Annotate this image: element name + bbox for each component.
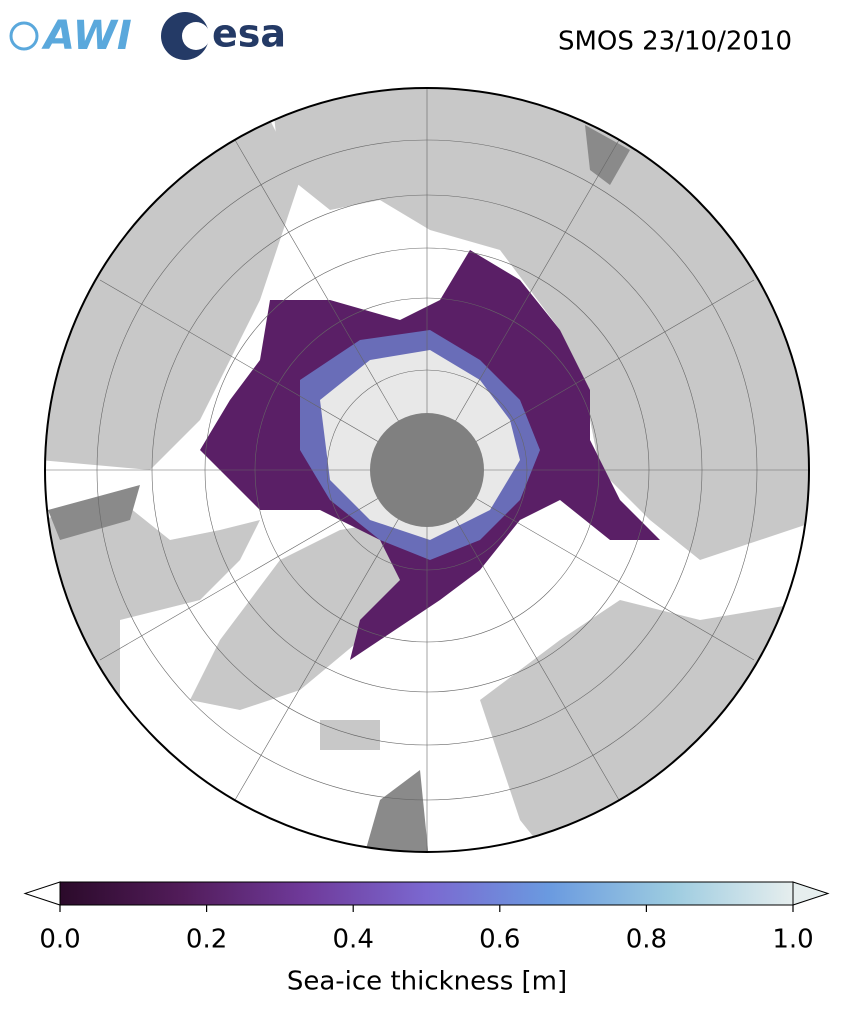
land [270,88,809,560]
colorbar-under [23,881,61,906]
colorbar-tick-label: 0.8 [626,925,667,955]
land [45,500,260,700]
awi-text: AWI [41,13,132,59]
colorbar-label: Sea-ice thickness [m] [287,967,567,997]
map-border [44,87,810,853]
map-title: SMOS 23/10/2010 [558,27,792,57]
colorbar: 0.0 0.2 0.4 0.6 0.8 1.0 [23,881,830,955]
esa-text: esa [212,12,286,56]
esa-logo: esa [161,12,286,60]
land [320,720,380,750]
pole-hole [370,413,484,527]
colorbar-tick-label: 0.0 [39,925,80,955]
colorbar-tick-label: 0.4 [333,925,374,955]
colorbar-tick-label: 0.2 [186,925,227,955]
land [48,485,140,540]
awi-logo: AWI [9,13,132,59]
colorbar-tick-label: 0.6 [479,925,520,955]
colorbar-body [59,881,794,906]
map [45,88,809,852]
land [360,770,430,852]
colorbar-over [792,881,830,906]
land [585,125,630,185]
colorbar-tick-label: 1.0 [772,925,813,955]
